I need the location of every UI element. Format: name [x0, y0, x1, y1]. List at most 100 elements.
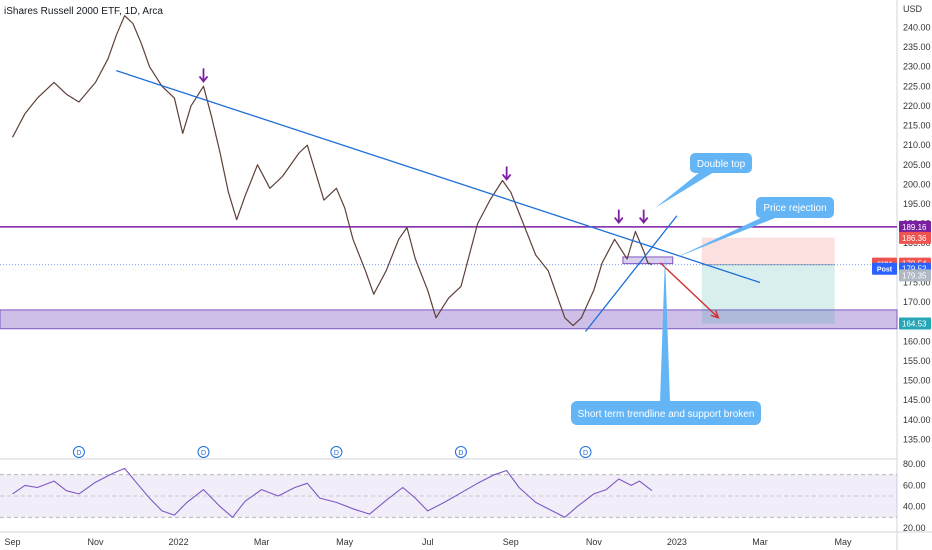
price-rejection-callout-pointer: [675, 216, 780, 258]
x-tick-label: Mar: [752, 537, 768, 547]
y-tick-label: 175.00: [903, 277, 931, 287]
rsi-tick-label: 80.00: [903, 459, 926, 469]
rsi-axis-ticks: 20.00 40.00 60.00 80.00: [903, 459, 926, 533]
dividend-circle: [72, 446, 85, 458]
dividend-marker: D: [579, 446, 592, 458]
rsi-tick-label: 20.00: [903, 523, 926, 533]
y-tick-label: 235.00: [903, 42, 931, 52]
level-tag-box: [872, 262, 897, 275]
reward-box: [701, 264, 835, 324]
dividend-circle: [579, 446, 592, 458]
down-arrow-head: [614, 217, 624, 225]
x-tick-label: Nov: [88, 537, 105, 547]
risk-box: [701, 237, 835, 265]
level-label: 179.35: [899, 269, 931, 282]
dividend-label: D: [458, 450, 463, 457]
chart-title: iShares Russell 2000 ETF, 1D, Arca: [4, 6, 163, 17]
currency-label: USD: [903, 4, 923, 14]
x-tick-label: 2022: [169, 537, 189, 547]
level-label-box: [899, 317, 931, 330]
y-tick-label: 195.00: [903, 199, 931, 209]
down-arrow-marker: [198, 68, 209, 83]
level-label-text: 189.16: [902, 223, 927, 232]
y-tick-label: 240.00: [903, 22, 931, 32]
y-tick-label: 170.00: [903, 297, 931, 307]
price-rejection-label: Price rejection: [763, 203, 826, 214]
dividend-label: D: [334, 450, 339, 457]
y-tick-label: 210.00: [903, 140, 931, 150]
rsi-line: [12, 467, 653, 518]
level-label: 189.16: [899, 220, 931, 233]
price-rejection-callout-box: [756, 197, 834, 218]
y-tick-label: 205.00: [903, 160, 931, 170]
y-tick-label: 160.00: [903, 336, 931, 346]
x-tick-label: May: [835, 537, 853, 547]
down-arrow-head: [501, 173, 512, 181]
down-arrow-marker: [638, 209, 649, 225]
x-tick-label: Mar: [254, 537, 270, 547]
price-rejection-box: [622, 256, 674, 265]
dividend-marker: D: [72, 446, 85, 458]
double-top-callout-box: [690, 153, 752, 173]
level-label-text: 164.53: [902, 320, 927, 329]
level-label-text: 186.36: [902, 234, 927, 243]
dividend-circle: [330, 446, 343, 458]
y-tick-label: 145.00: [903, 395, 931, 405]
trend-broken-callout-box: [571, 401, 761, 425]
x-tick-label: Sep: [503, 537, 519, 547]
x-tick-label: Nov: [586, 537, 603, 547]
down-arrow-head: [198, 75, 209, 83]
level-label-text: 179.52: [902, 265, 927, 274]
dividend-marker: D: [454, 446, 467, 458]
top-markers: [198, 68, 649, 225]
dividend-label: D: [201, 450, 206, 457]
dividend-label: D: [76, 450, 81, 457]
price-series-line: [11, 15, 653, 327]
dividend-label: D: [583, 450, 588, 457]
level-label: 164.53: [899, 317, 931, 330]
dividend-circle: [454, 446, 467, 458]
double-top-callout[interactable]: Double top: [655, 153, 752, 208]
forecast-arrow-shaft: [659, 262, 719, 319]
x-tick-label: Sep: [4, 537, 20, 547]
price-axis-level-labels: 189.16186.36179.54IWM179.52Post179.35164…: [872, 220, 931, 330]
forecast-arrow: [659, 262, 720, 319]
trend-broken-callout[interactable]: Short term trendline and support broken: [571, 256, 761, 425]
y-tick-label: 225.00: [903, 81, 931, 91]
y-tick-label: 200.00: [903, 179, 931, 189]
level-label-box: [899, 220, 931, 233]
level-tag-text: Post: [877, 267, 893, 274]
down-arrow-marker: [501, 166, 512, 181]
level-label-box: [899, 231, 931, 244]
down-arrow-head: [638, 217, 649, 225]
y-tick-label: 155.00: [903, 356, 931, 366]
y-tick-label: 140.00: [903, 415, 931, 425]
trend-broken-label: Short term trendline and support broken: [578, 409, 755, 420]
double-top-callout-pointer: [655, 172, 714, 208]
rsi-tick-label: 60.00: [903, 480, 926, 490]
x-axis-ticks: Sep Nov 2022 Mar May Jul Sep Nov 2023 Mar May: [4, 537, 852, 547]
price-rejection-callout[interactable]: Price rejection: [675, 197, 834, 258]
y-tick-label: 230.00: [903, 62, 931, 72]
forecast-arrow-head: [710, 310, 720, 319]
y-tick-label: 220.00: [903, 101, 931, 111]
level-label: 186.36: [899, 231, 931, 244]
short-term-uptrend-line: [585, 215, 678, 332]
support-zone: [0, 309, 898, 330]
x-tick-label: May: [336, 537, 354, 547]
x-tick-label: Jul: [422, 537, 434, 547]
x-tick-label: 2023: [667, 537, 687, 547]
y-tick-label: 215.00: [903, 121, 931, 131]
rsi-tick-label: 40.00: [903, 502, 926, 512]
down-arrow-marker: [614, 209, 624, 225]
y-tick-label: 150.00: [903, 376, 931, 386]
level-label-box: [899, 269, 931, 282]
double-top-label: Double top: [697, 159, 746, 170]
y-tick-label: 135.00: [903, 434, 931, 444]
dividend-marker: D: [197, 446, 210, 458]
level-label-text: 179.35: [902, 271, 927, 280]
